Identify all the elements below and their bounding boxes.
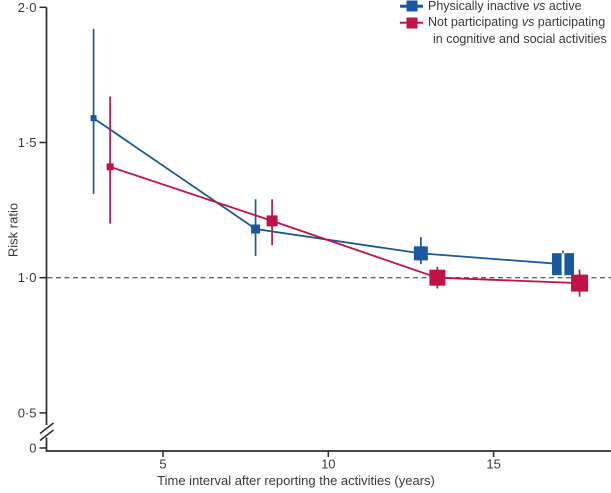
legend-marker-square [406, 0, 417, 12]
data-marker [429, 269, 446, 286]
data-marker [90, 115, 97, 122]
legend: Physically inactive vs active Not partic… [400, 0, 607, 47]
series-line-1 [109, 165, 580, 284]
x-tick-label: 5 [159, 457, 166, 472]
legend-item-physically-inactive: Physically inactive vs active [400, 0, 607, 14]
y-tick-label: 1·0 [18, 270, 37, 285]
legend-marker-square [406, 17, 417, 29]
legend-label: Physically inactive vs active [428, 0, 582, 14]
y-tick-label: 0·5 [18, 405, 37, 420]
data-marker [266, 215, 278, 227]
legend-text-pre: Not participating [428, 15, 522, 30]
legend-text-post: participating [534, 15, 606, 30]
legend-marker-blue-icon [400, 0, 423, 14]
data-marker [413, 246, 428, 261]
x-tick-label: 10 [321, 457, 335, 472]
legend-text-line2: in cognitive and social activities [433, 31, 607, 46]
legend-item-not-participating: Not participating vs participating in cog… [400, 14, 607, 47]
y-axis-break-gap [43, 425, 50, 438]
marker-split-line [561, 253, 565, 276]
x-axis-title: Time interval after reporting the activi… [157, 473, 435, 488]
legend-text-vs: vs [532, 0, 546, 13]
x-tick-label: 15 [486, 457, 500, 472]
y-tick-label: 1·5 [18, 135, 37, 150]
y-axis-break-slash [39, 422, 54, 435]
series-line-0 [93, 117, 564, 266]
data-marker [571, 274, 589, 292]
legend-marker-red-icon [400, 14, 423, 30]
y-tick-label: 0 [29, 441, 36, 456]
legend-text-post: active [545, 0, 582, 13]
y-tick-label: 2·0 [18, 0, 37, 15]
data-marker [251, 224, 261, 234]
y-axis-title: Risk ratio [5, 202, 21, 258]
legend-label: Not participating vs participating in cog… [428, 14, 607, 47]
legend-text-vs: vs [521, 15, 535, 30]
data-marker [106, 163, 114, 171]
legend-text-pre: Physically inactive [428, 0, 533, 13]
y-axis-break-slash [39, 429, 54, 442]
